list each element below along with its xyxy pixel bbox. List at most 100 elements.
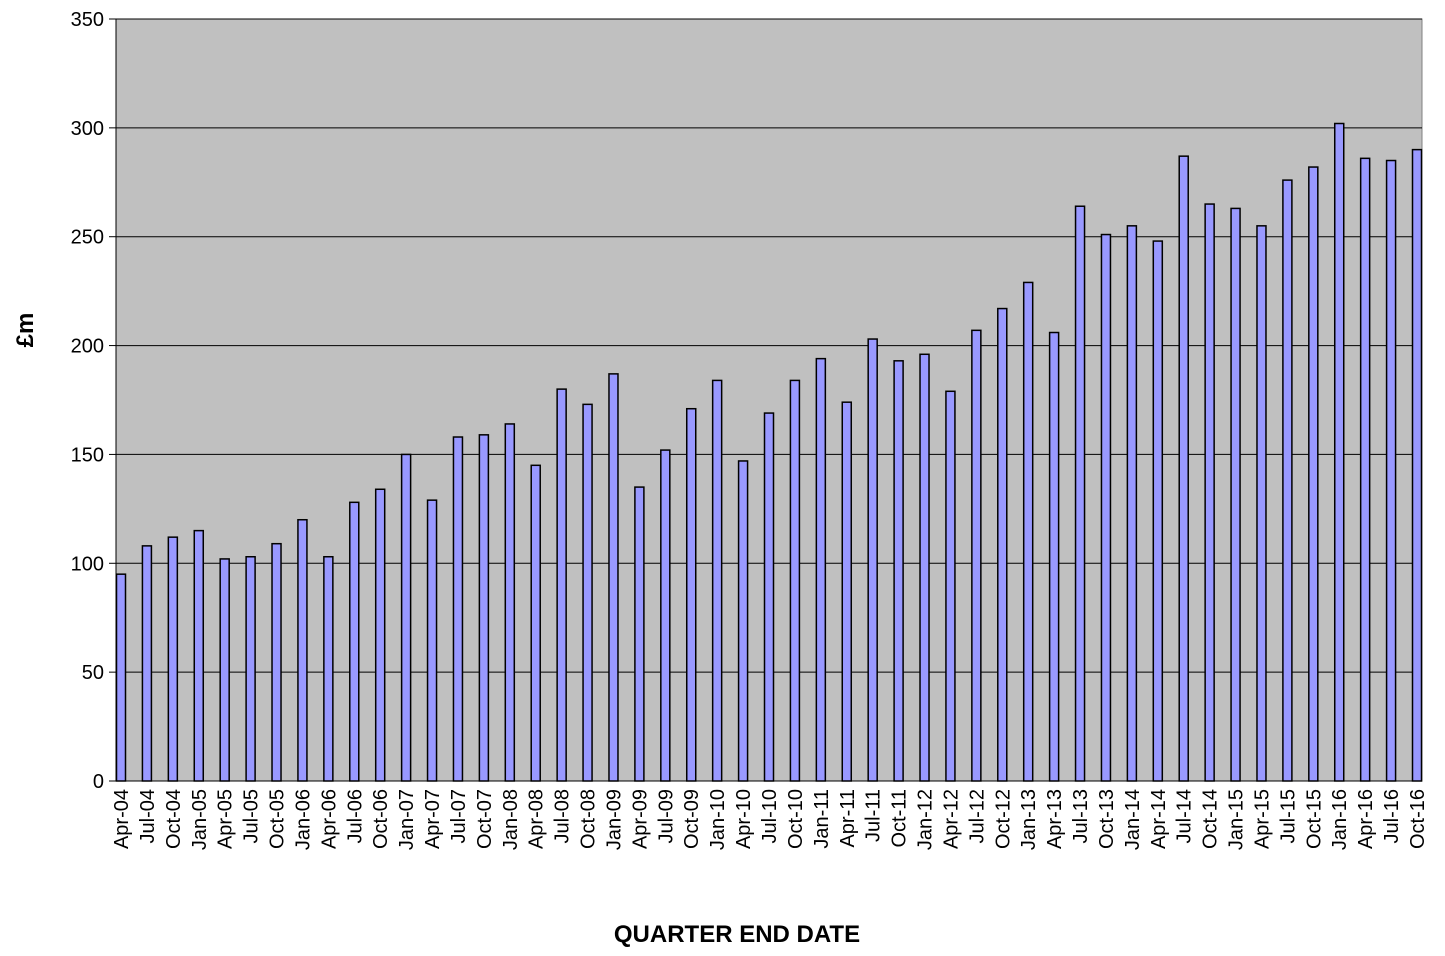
bar: [789, 379, 801, 782]
bar: [1282, 179, 1293, 782]
bar: [374, 488, 386, 782]
x-tick-label: Jul-06: [344, 789, 366, 843]
bar: [323, 556, 334, 782]
bar: [1385, 159, 1397, 782]
x-tick-label: Oct-06: [370, 789, 392, 849]
y-tick-label: 250: [71, 227, 104, 249]
bar: [245, 556, 256, 782]
bar: [1178, 155, 1189, 782]
x-tick-label: Jan-15: [1226, 789, 1248, 850]
bar: [504, 423, 516, 782]
x-tick-label: Oct-11: [889, 789, 911, 848]
x-tick-label: Apr-04: [111, 789, 133, 849]
bar: [763, 412, 775, 782]
bar: [945, 390, 956, 782]
bar: [660, 449, 671, 782]
x-tick-label: Jul-08: [552, 789, 574, 843]
bar: [608, 373, 619, 782]
bar: [219, 558, 230, 782]
x-tick-label: Jan-16: [1329, 789, 1351, 850]
bar: [1022, 281, 1034, 782]
bar: [815, 357, 827, 782]
x-tick-label: Jan-11: [811, 789, 833, 849]
x-tick-label: Oct-05: [267, 789, 289, 849]
y-tick-label: 150: [71, 444, 104, 466]
bar: [530, 464, 541, 782]
bar: [271, 542, 282, 782]
x-tick-label: Apr-09: [629, 789, 651, 849]
x-tick-label: Oct-16: [1407, 789, 1429, 849]
bar: [1048, 331, 1060, 782]
x-tick-label: Oct-09: [681, 789, 703, 849]
bar: [1230, 207, 1241, 782]
bar: [297, 518, 308, 782]
bar: [634, 486, 645, 782]
bar: [1359, 157, 1371, 782]
bar: [400, 453, 412, 782]
bar: [685, 407, 697, 782]
x-tick-label: Jul-09: [655, 789, 677, 843]
x-axis-title: QUARTER END DATE: [614, 921, 860, 948]
bar: [867, 338, 878, 782]
x-tick-label: Jan-07: [396, 789, 418, 850]
x-tick-label: Jan-13: [1018, 789, 1040, 850]
x-tick-label: Oct-12: [992, 789, 1014, 849]
x-tick-label: Oct-13: [1096, 789, 1118, 849]
y-tick-label: 350: [71, 9, 104, 31]
x-tick-label: Jan-05: [189, 789, 211, 850]
x-tick-label: Jul-13: [1070, 789, 1092, 843]
bar: [997, 307, 1008, 782]
bar: [478, 434, 490, 782]
y-tick-label: 0: [93, 771, 104, 793]
bar: [1333, 122, 1345, 782]
x-tick-label: Apr-16: [1355, 789, 1377, 849]
x-tick-label: Oct-10: [785, 789, 807, 849]
bar: [426, 499, 438, 782]
x-tick-label: Apr-10: [733, 789, 755, 849]
bar: [893, 360, 904, 782]
x-tick-label: Oct-14: [1200, 789, 1222, 849]
x-tick-label: Oct-04: [163, 789, 185, 849]
bar: [737, 460, 749, 782]
y-tick-label: 200: [71, 336, 104, 358]
x-tick-label: Oct-07: [474, 789, 496, 849]
x-tick-label: Jul-16: [1381, 789, 1403, 843]
x-tick-label: Jan-14: [1122, 789, 1144, 850]
x-tick-label: Jan-09: [603, 789, 625, 850]
x-tick-label: Jan-08: [500, 789, 522, 850]
x-tick-label: Apr-06: [318, 789, 340, 849]
x-tick-label: Jul-12: [966, 789, 988, 843]
x-tick-label: Jul-14: [1174, 789, 1196, 843]
bar: [919, 353, 930, 782]
x-tick-label: Oct-08: [578, 789, 600, 849]
x-tick-label: Jul-07: [448, 789, 470, 843]
bar: [1308, 166, 1319, 782]
bar: [349, 501, 360, 782]
bar: [1152, 240, 1164, 782]
x-tick-label: Jan-06: [292, 789, 314, 850]
x-tick-label: Apr-07: [422, 789, 444, 849]
bar: [971, 329, 982, 782]
x-tick-label: Oct-15: [1303, 789, 1325, 849]
bar: [711, 379, 723, 782]
x-tick-label: Jul-15: [1277, 789, 1299, 843]
x-tick-label: Jul-04: [137, 789, 159, 843]
bar: [1126, 225, 1138, 782]
bar: [1411, 148, 1423, 782]
y-axis-title: £m: [12, 313, 39, 348]
x-tick-label: Jul-05: [241, 789, 263, 843]
x-tick-label: Apr-11: [837, 789, 859, 848]
x-tick-label: Jan-10: [707, 789, 729, 850]
bar: [1256, 225, 1267, 782]
x-tick-label: Apr-13: [1044, 789, 1066, 849]
y-tick-label: 300: [71, 118, 104, 140]
x-tick-label: Apr-12: [940, 789, 962, 849]
bar: [1204, 203, 1215, 782]
x-tick-label: Apr-15: [1251, 789, 1273, 849]
y-tick-label: 100: [71, 553, 104, 575]
bar: [556, 388, 567, 782]
bar: [1074, 205, 1086, 782]
bar: [167, 536, 179, 782]
x-tick-label: Apr-08: [526, 789, 548, 849]
